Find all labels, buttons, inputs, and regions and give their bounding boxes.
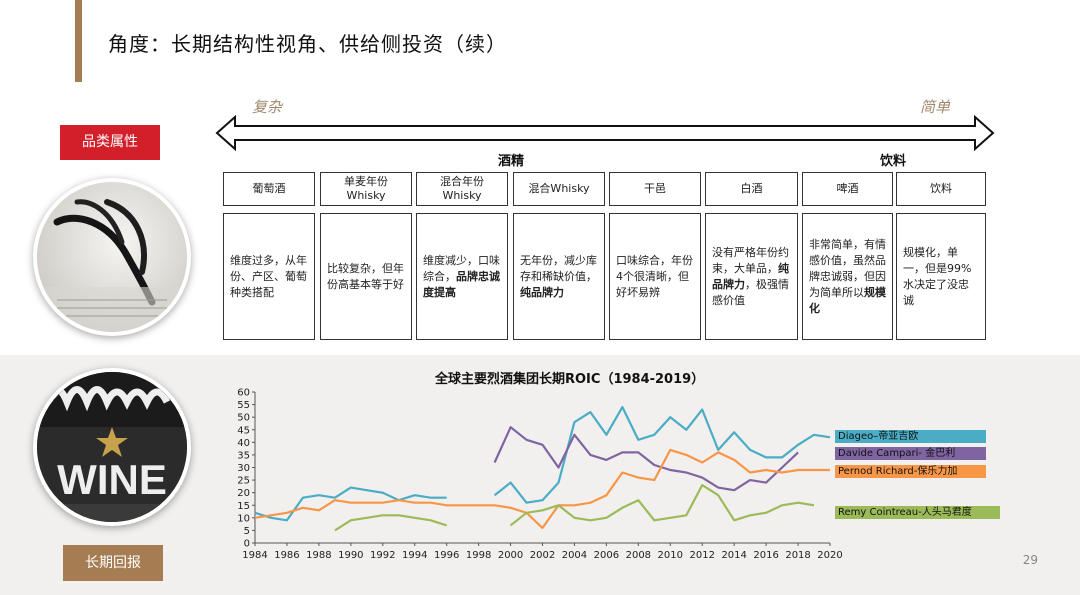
description-emphasis: 品牌忠诚度提高 bbox=[423, 269, 500, 299]
category-box: 白酒 bbox=[705, 172, 798, 206]
complex-label: 复杂 bbox=[252, 98, 283, 116]
y-tick-label: 10 bbox=[237, 513, 250, 524]
category-box: 啤酒 bbox=[802, 172, 893, 206]
legend-item: Pernod Richard-保乐力加 bbox=[835, 465, 986, 478]
y-tick-label: 25 bbox=[237, 476, 250, 487]
category-description: 维度减少，口味综合，品牌忠诚度提高 bbox=[416, 213, 508, 340]
series-line-2 bbox=[254, 448, 830, 529]
group-label-liquor: 酒精 bbox=[498, 154, 525, 169]
category-attribute-badge: 品类属性 bbox=[60, 125, 160, 160]
series-line-0 bbox=[254, 486, 447, 522]
y-tick-label: 15 bbox=[237, 501, 250, 512]
series-line-3 bbox=[334, 514, 448, 532]
category-box: 单麦年份 Whisky bbox=[320, 172, 412, 206]
x-tick-label: 1996 bbox=[434, 550, 459, 561]
svg-text:WINE: WINE bbox=[57, 456, 167, 503]
category-description: 口味综合，年份4个很清晰，但好坏易辨 bbox=[609, 213, 701, 340]
long-term-return-badge: 长期回报 bbox=[63, 545, 163, 581]
category-box: 干邑 bbox=[609, 172, 701, 206]
x-tick-label: 2004 bbox=[562, 550, 587, 561]
legend-item: Davide Campari- 金巴利 bbox=[835, 447, 986, 460]
page-title: 角度：长期结构性视角、供给侧投资（续） bbox=[108, 32, 507, 56]
chart-title: 全球主要烈酒集团长期ROIC（1984-2019） bbox=[435, 372, 705, 387]
x-tick-label: 1994 bbox=[402, 550, 427, 561]
x-tick-label: 2016 bbox=[753, 550, 778, 561]
x-tick-label: 2006 bbox=[594, 550, 619, 561]
y-tick-label: 50 bbox=[237, 413, 250, 424]
page-number: 29 bbox=[1022, 553, 1038, 567]
wine-photo: WINE bbox=[33, 368, 191, 526]
y-tick-label: 35 bbox=[237, 450, 250, 461]
title-accent-bar bbox=[75, 0, 82, 82]
legend-item: Diageo–帝亚吉欧 bbox=[835, 430, 986, 443]
x-tick-label: 2018 bbox=[785, 550, 810, 561]
x-tick-label: 2010 bbox=[658, 550, 683, 561]
category-description: 无年份，减少库存和稀缺价值，纯品牌力 bbox=[513, 213, 605, 340]
x-tick-label: 1992 bbox=[370, 550, 395, 561]
glasses-photo bbox=[33, 178, 191, 336]
description-emphasis: 规模化 bbox=[809, 285, 886, 315]
simple-label: 简单 bbox=[920, 98, 951, 116]
description-emphasis: 纯品牌力 bbox=[520, 285, 564, 299]
category-description: 非常简单，有情感价值，虽然品牌忠诚弱，但因为简单所以规模化 bbox=[802, 213, 893, 340]
series-line-1 bbox=[493, 426, 799, 492]
y-tick-label: 0 bbox=[244, 539, 250, 550]
x-tick-label: 2008 bbox=[626, 550, 651, 561]
series-line-0 bbox=[493, 406, 831, 504]
category-description: 维度过多，从年份、产区、葡萄种类搭配 bbox=[223, 213, 315, 340]
y-tick-label: 20 bbox=[237, 488, 250, 499]
category-box: 混合Whisky bbox=[513, 172, 605, 206]
y-tick-label: 5 bbox=[244, 526, 250, 537]
x-tick-label: 2002 bbox=[530, 550, 555, 561]
category-box: 饮料 bbox=[896, 172, 986, 206]
complexity-arrow bbox=[215, 115, 995, 151]
group-label-beverage: 饮料 bbox=[880, 154, 907, 169]
y-tick-label: 60 bbox=[237, 388, 250, 399]
x-tick-label: 1998 bbox=[466, 550, 491, 561]
legend-item: Remy Cointreau-人头马君度 bbox=[835, 506, 1000, 519]
x-tick-label: 2014 bbox=[721, 550, 746, 561]
x-tick-label: 1990 bbox=[338, 550, 363, 561]
series-line-3 bbox=[509, 483, 815, 527]
x-tick-label: 1986 bbox=[274, 550, 299, 561]
category-box: 混合年份 Whisky bbox=[416, 172, 508, 206]
x-tick-label: 1988 bbox=[306, 550, 331, 561]
category-description: 没有严格年份约束，大单品，纯品牌力，极强情感价值 bbox=[705, 213, 798, 340]
y-tick-label: 45 bbox=[237, 425, 250, 436]
category-description: 规模化，单一，但是99%水决定了没忠诚 bbox=[896, 213, 986, 340]
y-tick-label: 40 bbox=[237, 438, 250, 449]
category-description: 比较复杂，但年份高基本等于好 bbox=[320, 213, 412, 340]
x-tick-label: 2020 bbox=[817, 550, 842, 561]
y-tick-label: 30 bbox=[237, 463, 250, 474]
x-tick-label: 1984 bbox=[242, 550, 267, 561]
x-tick-label: 2012 bbox=[689, 550, 714, 561]
category-box: 葡萄酒 bbox=[223, 172, 315, 206]
x-tick-label: 2000 bbox=[498, 550, 523, 561]
y-tick-label: 55 bbox=[237, 400, 250, 411]
description-emphasis: 纯品牌力 bbox=[712, 261, 789, 291]
